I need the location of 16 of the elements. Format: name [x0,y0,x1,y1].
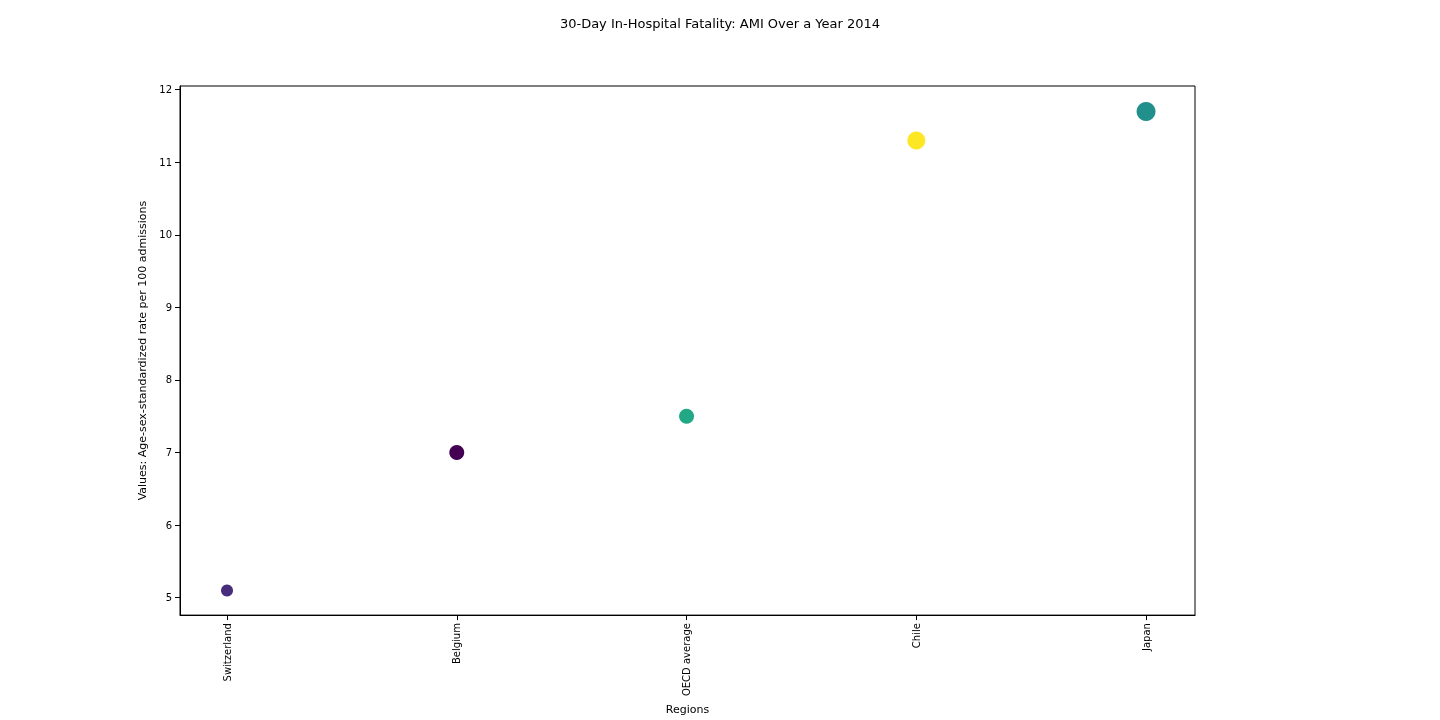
y-tick-label: 12 [159,84,172,96]
x-tick-label: Switzerland [221,623,233,682]
x-tick-label: Chile [910,623,922,649]
x-axis-title: Regions [665,703,710,716]
chart-title: 30-Day In-Hospital Fatality: AMI Over a Year 2014 [559,16,881,31]
y-tick-label: 11 [159,156,172,168]
y-tick-label: 7 [165,447,172,459]
y-axis-title: Values: Age-sex-standardized rate per 100 admissions [136,200,150,501]
x-tick-label: Japan [1140,623,1152,652]
y-tick-label: 8 [165,374,172,386]
x-tick-label: OECD average [681,623,693,697]
y-tick-label: 10 [159,229,172,241]
y-tick-label: 9 [165,301,172,313]
x-tick-label: Belgium [451,623,463,665]
y-tick-label: 5 [165,592,172,604]
y-tick-label: 6 [165,519,172,531]
